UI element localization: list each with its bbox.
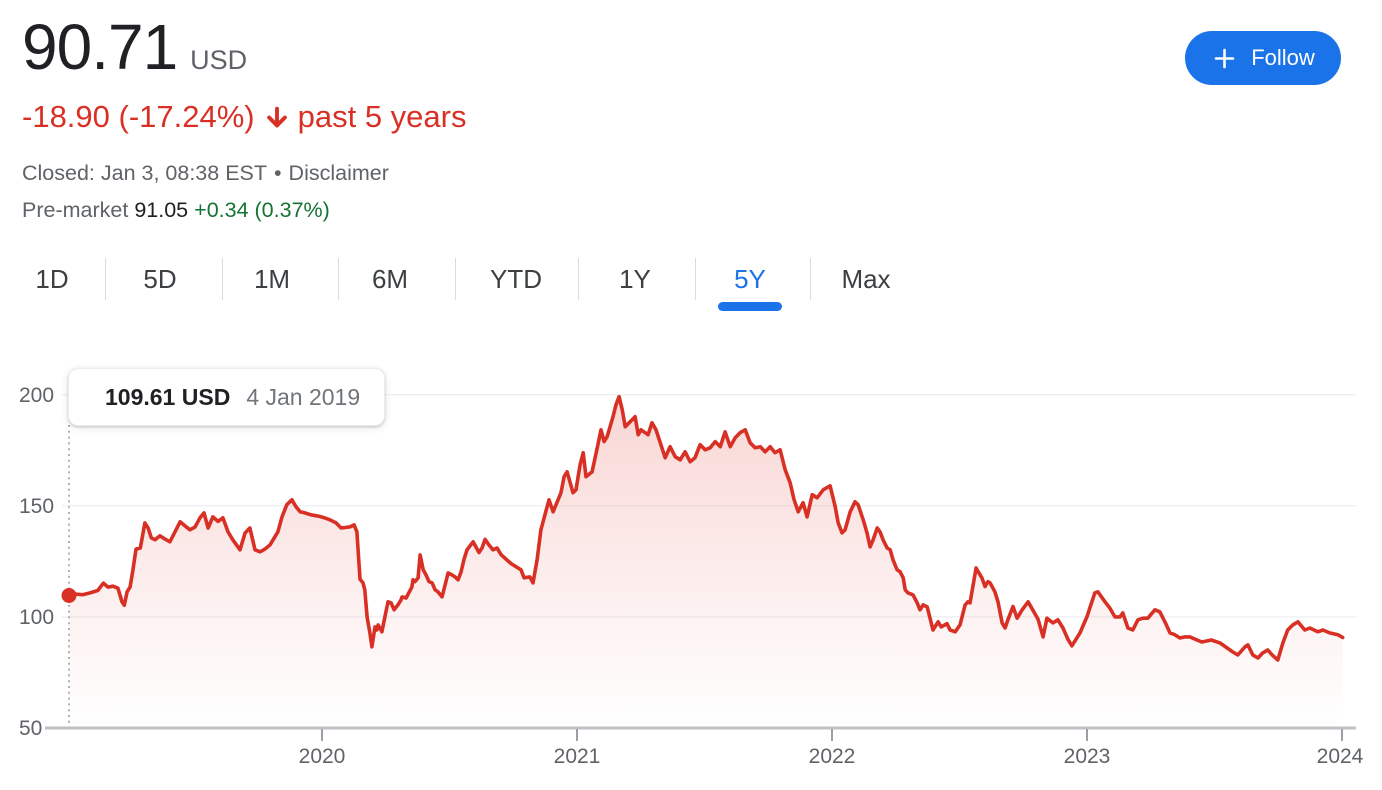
plus-icon	[1211, 45, 1238, 72]
tooltip-price: 109.61 USD	[105, 383, 231, 410]
y-axis-label-200: 200	[19, 384, 54, 407]
currency-label: USD	[190, 45, 248, 75]
y-axis-label-50: 50	[19, 717, 42, 740]
tooltip-date: 4 Jan 2019	[246, 383, 361, 410]
x-axis-label-2023: 2023	[1064, 745, 1111, 768]
time-range-tabs: 1D 5D 1M 6M YTD 1Y 5Y Max	[22, 257, 922, 313]
status-separator: •	[274, 161, 282, 185]
price-line	[67, 394, 1345, 662]
price-area-fill	[69, 396, 1343, 728]
disclaimer-link[interactable]: Disclaimer	[288, 161, 389, 185]
price-header: 90.71 USD	[22, 11, 248, 83]
tab-divider	[578, 258, 579, 300]
tab-5y[interactable]: 5Y	[734, 264, 766, 294]
x-axis-label-2020: 2020	[299, 745, 346, 768]
tab-divider	[455, 258, 456, 300]
follow-button[interactable]: Follow	[1185, 31, 1341, 85]
tab-5d[interactable]: 5D	[143, 264, 177, 294]
tab-max[interactable]: Max	[841, 264, 891, 294]
market-status-text: Closed: Jan 3, 08:38 EST	[22, 161, 268, 185]
x-axis-label-2022: 2022	[809, 745, 856, 768]
follow-button-label: Follow	[1251, 45, 1315, 70]
tab-divider	[810, 258, 811, 300]
tab-1d[interactable]: 1D	[35, 264, 69, 294]
price-change-value: -18.90 (-17.24%)	[22, 99, 255, 134]
premarket-change: +0.34 (0.37%)	[194, 198, 330, 222]
highlighted-point-dot	[61, 588, 77, 603]
tab-divider	[222, 258, 223, 300]
price-change-row: -18.90 (-17.24%) past 5 years	[22, 99, 467, 135]
premarket-row: Pre-market 91.05 +0.34 (0.37%)	[22, 198, 330, 223]
tab-ytd[interactable]: YTD	[490, 264, 542, 294]
y-axis-label-150: 150	[19, 495, 54, 518]
market-status-row: Closed: Jan 3, 08:38 EST • Disclaimer	[22, 161, 389, 186]
tab-divider	[105, 258, 106, 300]
tab-divider	[695, 258, 696, 300]
premarket-price: 91.05	[134, 198, 189, 222]
tab-6m[interactable]: 6M	[371, 264, 409, 294]
arrow-down-icon	[262, 103, 292, 133]
tab-1y[interactable]: 1Y	[619, 264, 651, 294]
x-axis-label-2021: 2021	[554, 745, 601, 768]
selected-tab-underline	[718, 302, 782, 311]
x-axis-label-2024: 2024	[1317, 745, 1364, 768]
current-price: 90.71	[22, 11, 178, 83]
premarket-label: Pre-market	[22, 198, 129, 222]
price-change-period: past 5 years	[297, 99, 467, 134]
chart-tooltip: 109.61 USD 4 Jan 2019	[68, 368, 386, 426]
y-axis-label-100: 100	[19, 606, 54, 629]
tab-1m[interactable]: 1M	[253, 264, 291, 294]
tab-divider	[338, 258, 339, 300]
